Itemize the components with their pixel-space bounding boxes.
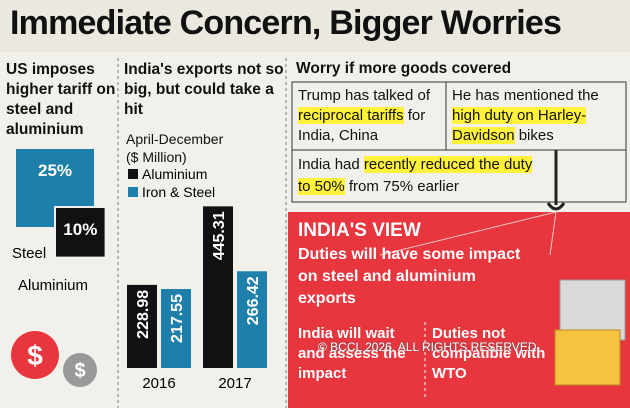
category-label: Steel (12, 245, 46, 262)
hook (546, 202, 566, 211)
view-text: Duties will have some impact on steel an… (298, 246, 521, 307)
legend-label: Iron & Steel (142, 184, 215, 200)
legend-swatch (128, 187, 138, 197)
box-icon (554, 329, 621, 386)
text-segment: Trump has talked of (298, 87, 431, 104)
worry-box: India had recently reduced the duty to 5… (298, 154, 538, 198)
legend-swatch (128, 169, 138, 179)
bar (161, 289, 191, 368)
text-segment: India had (298, 156, 364, 173)
title-band (0, 0, 630, 52)
text-segment: for India, China (298, 107, 426, 144)
value-label: 266.42 (245, 276, 262, 325)
value-label: 228.98 (135, 290, 152, 339)
x-tick-label: 2017 (218, 375, 251, 392)
icon: $ (27, 340, 43, 371)
value-label: 445.31 (211, 211, 228, 260)
bar (237, 271, 267, 368)
watermark: © BCCL 2026. ALL RIGHTS RESERVED. (318, 340, 540, 354)
bar (127, 284, 157, 368)
rope (379, 211, 557, 256)
view-heading: INDIA'S VIEW (298, 220, 421, 241)
rope (549, 211, 557, 256)
text-segment: reciprocal tariffs (298, 107, 404, 124)
text-segment: bikes (514, 127, 554, 144)
value-label: 25% (38, 161, 72, 180)
category-label: Aluminium (18, 277, 88, 294)
view-text: India will wait and assess the impact (298, 325, 406, 382)
text-segment: from 75% earlier (344, 178, 459, 195)
view-text: Duties not compatible with WTO (432, 325, 546, 382)
subtitle: ($ Million) (126, 149, 187, 165)
bar (203, 206, 233, 368)
money-bag (11, 331, 59, 379)
legend-label: Aluminium (142, 166, 207, 182)
box (291, 149, 627, 203)
worry-box: He has mentioned the high duty on Harley… (452, 86, 624, 146)
heading: Worry if more goods covered (296, 60, 512, 77)
x-tick-label: 2016 (142, 375, 175, 392)
title: Immediate Concern, Bigger Worries (10, 4, 562, 42)
tariff-square (54, 206, 107, 259)
chart-title: US imposes higher tariff on steel and al… (6, 61, 116, 138)
money-bag (63, 353, 97, 387)
subtitle: April-December (126, 131, 224, 147)
chart-title: India's exports not so big, but could ta… (124, 61, 284, 118)
icon: $ (74, 360, 85, 382)
text-segment: He has mentioned the (452, 87, 599, 104)
value-label: 217.55 (169, 294, 186, 343)
value-label: 10% (63, 220, 97, 239)
worry-box: Trump has talked of reciprocal tariffs f… (298, 86, 444, 146)
